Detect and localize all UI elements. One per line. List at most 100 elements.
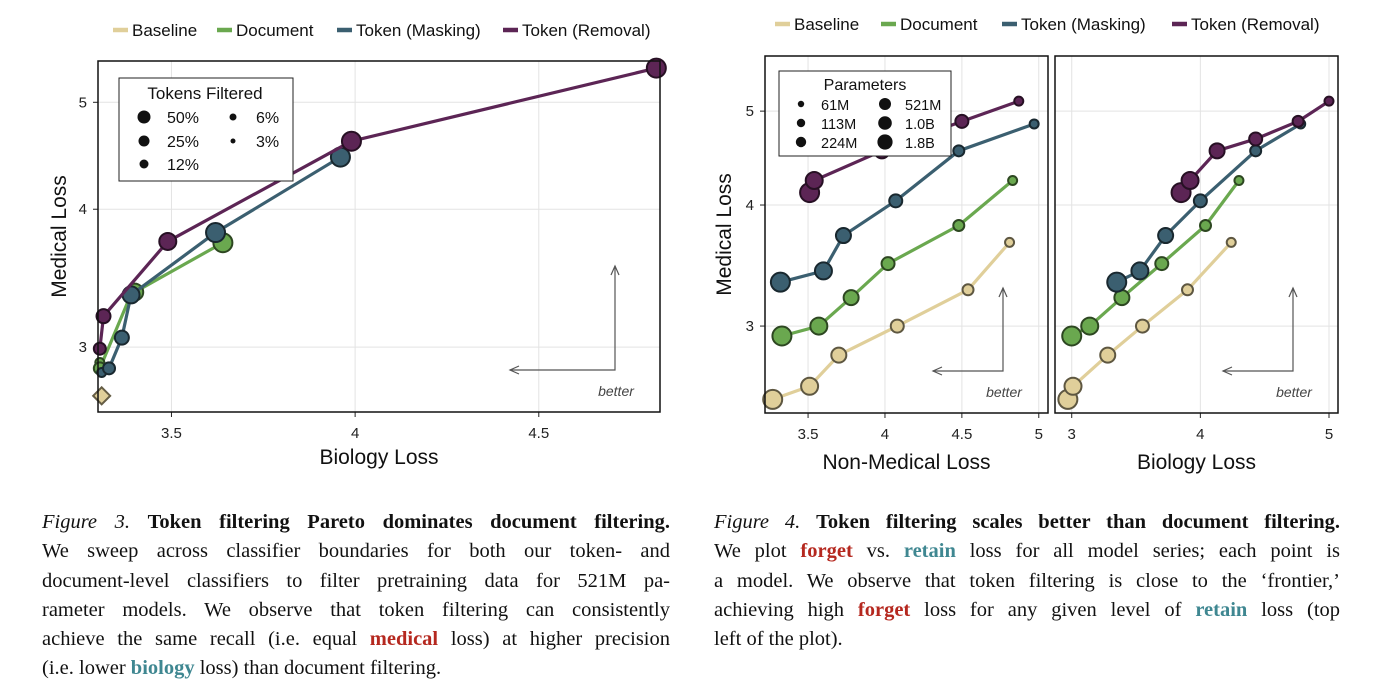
better-annotation: better [1276, 384, 1313, 400]
size-legend-marker [795, 136, 807, 148]
caption-text: loss (top [1261, 598, 1341, 621]
size-legend-marker [139, 159, 149, 169]
caption-line: We sweep across classifier boundaries fo… [42, 540, 670, 563]
data-point [834, 227, 852, 245]
data-point [1013, 95, 1025, 107]
x-tick-label: 4.5 [951, 426, 972, 443]
series-legend: Baseline Document Token (Masking) Token (Re… [775, 15, 1320, 34]
data-point [954, 113, 970, 129]
series-line-token-masking- [1116, 122, 1302, 284]
size-legend-marker [229, 113, 237, 121]
plot-frame [1054, 55, 1339, 414]
size-legend-marker [137, 110, 151, 124]
caption-line: Figure 3. Token filtering Pareto dominat… [42, 508, 670, 537]
x-tick-label: 4 [351, 425, 359, 442]
better-arrowhead-left [931, 366, 943, 376]
legend-label: Token (Masking) [356, 21, 481, 40]
data-point [1291, 114, 1305, 128]
data-point [809, 316, 829, 336]
data-point [1063, 376, 1083, 396]
data-point [842, 289, 860, 307]
data-point [1180, 283, 1194, 297]
data-point [889, 318, 905, 334]
caption-text: achieving high [714, 598, 845, 621]
size-legend-label: 521M [905, 98, 941, 114]
size-legend-label: 12% [167, 157, 199, 174]
y-tick-label: 3 [746, 318, 754, 335]
size-legend-marker [879, 98, 891, 110]
data-point [1130, 261, 1150, 281]
caption-line: document-level classifiers to filter pre… [42, 569, 670, 592]
figure-4-caption: Figure 4. Token filtering scales better … [714, 508, 1340, 654]
size-legend-label: 1.0B [905, 117, 935, 133]
data-point [1080, 316, 1100, 336]
data-point [813, 261, 833, 281]
y-tick-label: 3 [79, 339, 87, 356]
data-point [1192, 193, 1208, 209]
caption-line: rameter models. We observe that token fi… [42, 598, 670, 621]
legend-label: Token (Removal) [1191, 15, 1320, 34]
data-point [645, 57, 667, 79]
legend-label: Document [236, 21, 314, 40]
x-tick-label: 3 [1068, 426, 1076, 443]
data-point [91, 385, 112, 406]
caption-line: achieving high forget loss for any given… [714, 596, 1340, 625]
better-arrowhead-up [998, 286, 1008, 298]
caption-line: achieve the same recall (i.e. equal medi… [42, 625, 670, 654]
data-point [1004, 236, 1016, 248]
x-axis-label: Biology Loss [319, 446, 438, 469]
data-point [1157, 227, 1175, 245]
data-point [1028, 118, 1040, 130]
caption-highlight-biology: biology [130, 657, 195, 680]
caption-label: Figure 4. [714, 511, 801, 533]
y-tick-label: 4 [746, 197, 754, 214]
size-legend-label: 61M [821, 98, 849, 114]
size-legend-marker [878, 116, 892, 130]
data-point [952, 218, 966, 232]
data-point [1007, 175, 1019, 187]
series-line-token-masking- [100, 155, 342, 374]
x-tick-label: 4 [881, 426, 889, 443]
data-point [1134, 318, 1150, 334]
caption-highlight-forget: forget [857, 598, 911, 621]
legend-label: Document [900, 15, 978, 34]
x-tick-label: 5 [1035, 426, 1043, 443]
better-arrow [1223, 288, 1294, 372]
size-legend-label: 50% [167, 110, 199, 127]
x-tick-label: 3.5 [798, 426, 819, 443]
size-legend-title: Tokens Filtered [147, 84, 262, 103]
legend-label: Baseline [794, 15, 859, 34]
data-point [1061, 325, 1083, 347]
caption-line: left of the plot). [714, 628, 843, 651]
x-axis-label: Non-Medical Loss [822, 451, 990, 474]
size-legend-label: 224M [821, 136, 857, 152]
size-legend-label: 113M [821, 117, 856, 133]
data-point [952, 144, 966, 158]
caption-line: Figure 4. Token filtering scales better … [714, 508, 1340, 537]
data-point [1099, 346, 1117, 364]
plot-frame [97, 60, 661, 413]
caption-line: (i.e. lower biology loss) than document … [42, 654, 670, 683]
data-point [888, 193, 904, 209]
caption-line: We plot forget vs. retain loss for all m… [714, 537, 1340, 566]
caption-text: loss for all model series; each point is [969, 540, 1340, 563]
caption-text: (i.e. lower [42, 657, 126, 680]
size-legend-marker [877, 134, 893, 150]
x-tick-label: 3.5 [161, 425, 182, 442]
data-point [102, 361, 117, 376]
size-legend-label: 1.8B [905, 136, 935, 152]
y-axis-label: Medical Loss [48, 175, 71, 298]
series-line-document [1070, 179, 1241, 338]
data-point [1323, 95, 1335, 107]
caption-text: loss for any given level of [924, 598, 1182, 621]
caption-title: Token filtering Pareto dominates documen… [147, 511, 670, 533]
legend-label: Token (Removal) [522, 21, 651, 40]
series-legend: Baseline Document Token (Masking) Token (Re… [113, 21, 651, 40]
caption-text: loss) than document filtering. [199, 657, 442, 680]
data-point [1225, 236, 1237, 248]
data-point [804, 171, 824, 191]
caption-highlight-retain: retain [1195, 598, 1248, 621]
size-legend-label: 6% [256, 110, 279, 127]
caption-highlight-medical: medical [369, 628, 439, 651]
chart-fig4b: 3 4 5 Biology Loss better [1054, 55, 1339, 474]
